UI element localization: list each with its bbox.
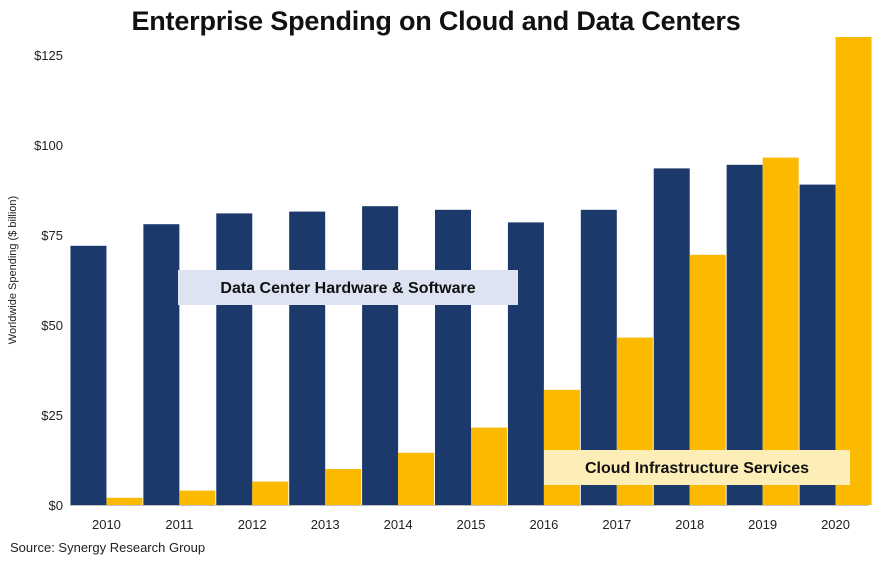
cloud-bar	[835, 37, 872, 505]
source-note: Source: Synergy Research Group	[10, 540, 206, 555]
x-tick-label: 2012	[238, 517, 267, 532]
cloud-bar	[543, 389, 580, 505]
y-tick-label: $100	[34, 138, 63, 153]
x-tick-label: 2017	[602, 517, 631, 532]
x-tick-label: 2016	[529, 517, 558, 532]
data-center-callout-label: Data Center Hardware & Software	[220, 280, 475, 297]
x-tick-label: 2014	[384, 517, 413, 532]
data-center-bar	[216, 213, 253, 505]
x-tick-label: 2015	[457, 517, 486, 532]
cloud-bar	[179, 490, 216, 505]
y-axis-title-group: Worldwide Spending ($ billion)	[7, 196, 19, 344]
bars	[70, 37, 872, 506]
x-axis-ticks: 2010 2011 2012 2013 2014 2015 2016 2017 2018 2019…	[92, 517, 850, 532]
data-center-bar	[362, 206, 399, 505]
y-tick-label: $75	[41, 228, 63, 243]
data-center-bar	[726, 164, 763, 506]
cloud-bar	[471, 427, 507, 505]
cloud-bar	[106, 497, 143, 505]
data-center-bar	[653, 168, 690, 505]
data-center-bar	[289, 211, 326, 505]
data-center-bar	[435, 209, 471, 506]
data-center-bar	[143, 224, 180, 505]
cloud-bar	[252, 481, 289, 505]
cloud-bar	[325, 469, 362, 505]
x-tick-label: 2020	[821, 517, 850, 532]
cloud-callout-box	[544, 450, 850, 485]
cloud-callout: Cloud Infrastructure Services	[544, 450, 850, 485]
y-tick-label: $25	[41, 408, 63, 423]
data-center-callout: Data Center Hardware & Software	[178, 270, 518, 305]
y-axis-ticks: $0 $25 $50 $75 $100 $125	[34, 48, 63, 513]
y-axis-title: Worldwide Spending ($ billion)	[7, 196, 19, 344]
cloud-bar	[398, 452, 435, 505]
x-tick-label: 2011	[165, 517, 193, 532]
x-tick-label: 2019	[748, 517, 777, 532]
chart-title: Enterprise Spending on Cloud and Data Ce…	[131, 6, 741, 36]
data-center-bar	[507, 222, 544, 505]
y-tick-label: $0	[49, 498, 63, 513]
data-center-bar	[70, 245, 107, 506]
cloud-callout-label: Cloud Infrastructure Services	[585, 460, 809, 477]
x-tick-label: 2010	[92, 517, 121, 532]
x-tick-label: 2018	[675, 517, 704, 532]
cloud-bar	[762, 157, 799, 505]
y-tick-label: $125	[34, 48, 63, 63]
data-center-callout-box	[178, 270, 518, 305]
y-tick-label: $50	[41, 318, 63, 333]
x-tick-label: 2013	[311, 517, 340, 532]
